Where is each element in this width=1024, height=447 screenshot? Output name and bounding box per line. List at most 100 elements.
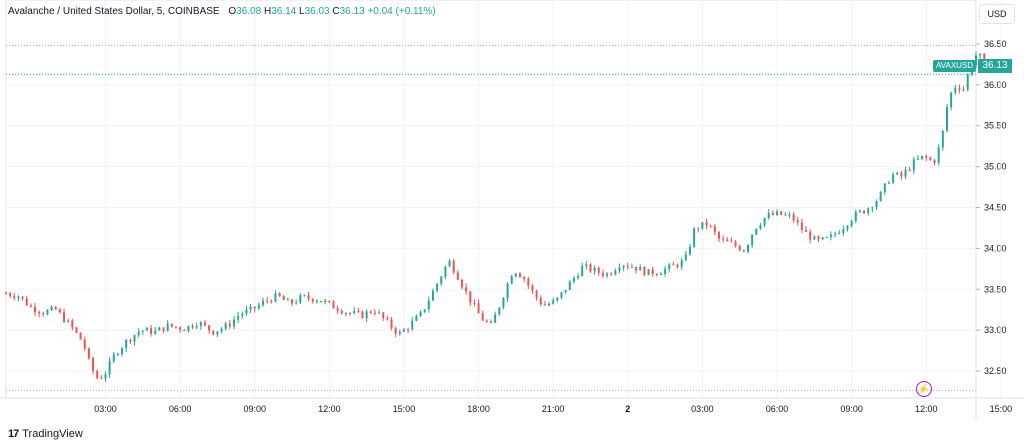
- candle-body: [581, 265, 584, 277]
- candle-body: [87, 348, 90, 359]
- candle-body: [717, 232, 720, 239]
- candle-body: [262, 300, 265, 305]
- candle-body: [469, 291, 472, 303]
- x-tick-label: 21:00: [542, 404, 565, 414]
- candle-body: [369, 311, 372, 313]
- candle-body: [42, 313, 45, 315]
- candle-body: [684, 254, 687, 261]
- tradingview-logo[interactable]: 17 TradingView: [8, 428, 83, 440]
- candle-body: [129, 339, 132, 342]
- candle-body: [71, 320, 74, 328]
- candle-body: [63, 312, 66, 322]
- candle-body: [834, 233, 837, 235]
- currency-button[interactable]: USD: [979, 4, 1015, 24]
- tradingview-mark-icon: 17: [8, 428, 19, 440]
- candle-body: [212, 330, 215, 335]
- candle-body: [125, 339, 128, 349]
- candle-body: [237, 315, 240, 320]
- candle-body: [734, 241, 737, 247]
- candle-body: [867, 208, 870, 214]
- candle-body: [154, 330, 157, 334]
- candle-body: [46, 310, 49, 315]
- high-value: 36.14: [271, 6, 297, 17]
- candle-body: [850, 220, 853, 226]
- candle-body: [150, 327, 153, 334]
- candle-body: [589, 264, 592, 272]
- candle-body: [390, 319, 393, 329]
- candle-body: [672, 264, 675, 266]
- candle-body: [519, 273, 522, 278]
- candle-body: [166, 323, 169, 332]
- candle-body: [336, 308, 339, 311]
- candle-body: [647, 269, 650, 276]
- candle-body: [187, 325, 190, 332]
- candle-body: [643, 266, 646, 276]
- candle-body: [892, 174, 895, 183]
- close-label: C: [332, 6, 340, 17]
- x-tick-label: 09:00: [840, 404, 863, 414]
- x-tick-label: 03:00: [691, 404, 714, 414]
- candle-body: [813, 236, 816, 240]
- open-label: O: [228, 6, 237, 17]
- candle-body: [253, 306, 256, 309]
- candle-body: [838, 233, 841, 235]
- candle-body: [506, 283, 509, 299]
- candle-body: [83, 339, 86, 349]
- candle-body: [121, 348, 124, 354]
- candle-body: [941, 130, 944, 148]
- candle-body: [307, 295, 310, 299]
- candle-body: [680, 260, 683, 267]
- candle-body: [655, 274, 658, 276]
- candle-body: [303, 295, 306, 297]
- x-tick-label: 15:00: [990, 404, 1013, 414]
- symbol-tag: AVAXUSD: [933, 60, 977, 72]
- candle-body: [887, 182, 890, 184]
- x-tick-label: 12:00: [318, 404, 341, 414]
- candle-body: [593, 267, 596, 272]
- lightning-icon[interactable]: ⚡: [916, 381, 932, 397]
- candle-body: [228, 323, 231, 327]
- high-label: H: [263, 6, 272, 17]
- candle-body: [17, 296, 20, 299]
- candle-body: [846, 225, 849, 230]
- candle-body: [402, 329, 405, 332]
- candle-body: [560, 292, 563, 298]
- candle-body: [622, 265, 625, 268]
- candle-body: [805, 229, 808, 232]
- change-value: +0.04 (+0.11%): [367, 6, 436, 17]
- candle-body: [776, 211, 779, 215]
- candle-body: [266, 300, 269, 302]
- candle-body: [34, 306, 37, 313]
- candle-body: [722, 238, 725, 240]
- candle-body: [174, 326, 177, 328]
- candle-body: [473, 302, 476, 304]
- candle-body: [796, 220, 799, 223]
- y-tick-label: 33.50: [984, 284, 1007, 294]
- candle-body: [162, 327, 165, 332]
- candle-body: [79, 332, 82, 340]
- candle-body: [693, 228, 696, 247]
- candle-body: [92, 358, 95, 372]
- candle-body: [245, 309, 248, 314]
- candle-body: [552, 300, 555, 304]
- candle-body: [249, 306, 252, 310]
- candle-body: [407, 329, 410, 331]
- candle-body: [361, 311, 364, 319]
- candle-body: [419, 311, 422, 317]
- candle-body: [937, 147, 940, 163]
- candle-body: [241, 313, 244, 316]
- candle-body: [606, 273, 609, 276]
- candle-body: [25, 298, 28, 306]
- candle-body: [158, 327, 161, 331]
- candle-body: [858, 210, 861, 212]
- candle-body: [767, 212, 770, 219]
- candle-body: [183, 329, 186, 332]
- candle-body: [979, 53, 982, 56]
- candle-body: [800, 222, 803, 230]
- candle-body: [477, 303, 480, 314]
- candle-body: [137, 331, 140, 336]
- candle-body: [224, 323, 227, 329]
- candle-body: [676, 264, 679, 267]
- candle-body: [751, 234, 754, 246]
